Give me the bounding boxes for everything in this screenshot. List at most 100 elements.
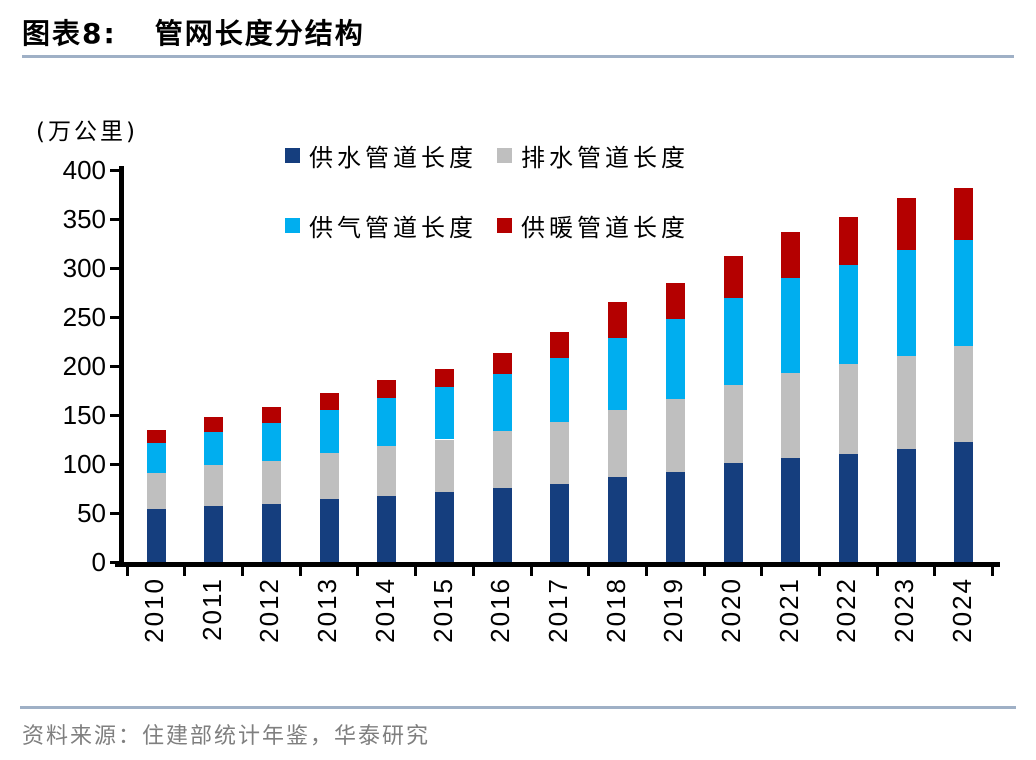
x-axis-tick-label: 2012: [254, 577, 285, 643]
bar-segment: [435, 492, 454, 562]
bar-segment: [550, 358, 570, 423]
bar-segment: [550, 422, 570, 484]
x-axis-tick-label: 2018: [600, 577, 631, 643]
bar-segment: [954, 240, 974, 346]
bar-segment: [261, 503, 281, 562]
legend-item: 供水管道长度: [285, 138, 477, 173]
bar-segment: [723, 256, 743, 299]
bar-segment: [723, 384, 743, 464]
y-axis-tick-label: 250: [62, 302, 106, 332]
y-axis-tick: [110, 168, 121, 172]
y-axis-tick: [110, 315, 121, 319]
bar-segment: [838, 364, 858, 454]
x-axis-tick: [298, 567, 302, 576]
figure-title: 图表8: 管网长度分结构: [22, 12, 365, 52]
bar-segment: [723, 298, 743, 385]
bar-segment: [954, 442, 974, 562]
legend-swatch: [285, 218, 300, 233]
y-axis-tick: [110, 462, 121, 466]
bar-segment: [896, 249, 916, 356]
x-axis-tick: [818, 567, 822, 576]
bar-segment: [665, 283, 685, 320]
bar-segment: [838, 453, 858, 562]
x-axis-tick-label: 2014: [369, 577, 400, 643]
bar-segment: [781, 372, 801, 459]
bar-segment: [319, 392, 339, 411]
x-axis-tick: [183, 567, 187, 576]
bar-segment: [492, 487, 512, 562]
footer-divider: [20, 706, 1016, 709]
y-axis-tick-label: 200: [62, 351, 106, 381]
bar-segment: [492, 431, 512, 488]
x-axis-tick-label: 2015: [427, 577, 458, 643]
legend-item: 供气管道长度: [285, 208, 477, 243]
y-axis-tick: [110, 560, 121, 564]
x-axis-tick: [356, 567, 360, 576]
x-axis-tick-label: 2016: [485, 577, 516, 643]
bar-segment: [261, 422, 281, 461]
legend-item: 供暖管道长度: [497, 208, 689, 243]
bar-segment: [665, 319, 685, 399]
bar-segment: [838, 216, 858, 265]
x-axis-tick: [991, 567, 995, 576]
bar-segment: [781, 232, 801, 278]
bar-segment: [435, 369, 454, 388]
bar-segment: [665, 471, 685, 562]
x-axis-tick-label: 2010: [139, 577, 169, 643]
x-axis-tick-label: 2013: [312, 577, 343, 643]
y-axis-tick: [110, 217, 121, 221]
bar-segment: [781, 277, 801, 373]
bar-segment: [261, 407, 281, 423]
x-axis-tick: [933, 567, 937, 576]
y-axis-line: [119, 166, 124, 567]
bar-segment: [665, 398, 685, 472]
bar-segment: [377, 380, 397, 399]
x-axis-tick: [125, 567, 129, 576]
x-axis-tick: [414, 567, 418, 576]
bar-segment: [146, 429, 166, 444]
bar-segment: [204, 465, 224, 506]
x-axis-tick-label: 2021: [773, 577, 804, 643]
bar-segment: [319, 498, 339, 562]
bar-segment: [954, 345, 974, 443]
y-axis-tick-label: 0: [91, 547, 106, 577]
x-axis-tick: [529, 567, 533, 576]
bar-segment: [146, 509, 166, 562]
bar-segment: [435, 439, 454, 493]
x-axis-tick: [702, 567, 706, 576]
legend-item: 排水管道长度: [497, 138, 689, 173]
bar-segment: [550, 483, 570, 562]
bar-segment: [838, 264, 858, 365]
y-axis-tick-label: 150: [62, 400, 106, 430]
source-note: 资料来源：住建部统计年鉴，华泰研究: [22, 724, 431, 749]
bar-segment: [608, 477, 628, 562]
y-axis-tick-label: 400: [62, 155, 106, 185]
bar-segment: [492, 374, 512, 432]
x-axis-tick-label: 2022: [831, 577, 862, 643]
bar-segment: [204, 431, 224, 466]
bar-segment: [204, 505, 224, 562]
bar-segment: [435, 387, 454, 440]
x-axis-tick-label: 2020: [716, 577, 746, 643]
legend-swatch: [285, 148, 300, 163]
figure-title-text: 管网长度分结构: [154, 17, 365, 50]
title-divider: [22, 55, 1014, 58]
legend-swatch: [497, 218, 512, 233]
x-axis-tick-label: 2023: [889, 577, 920, 643]
y-axis-tick-label: 100: [62, 449, 106, 479]
bar-segment: [723, 463, 743, 562]
x-axis-tick: [587, 567, 591, 576]
legend-label: 供气管道长度: [309, 214, 477, 242]
x-axis-tick-label: 2024: [946, 577, 977, 643]
x-axis-tick: [760, 567, 764, 576]
bar-segment: [204, 416, 224, 432]
y-axis-tick: [110, 511, 121, 515]
x-axis-tick-label: 2011: [196, 577, 227, 641]
x-axis-tick: [471, 567, 475, 576]
y-axis-unit-label: (万公里): [36, 119, 138, 145]
x-axis-tick: [875, 567, 879, 576]
bar-segment: [954, 187, 974, 241]
bar-segment: [781, 458, 801, 562]
legend-label: 供水管道长度: [309, 144, 477, 172]
